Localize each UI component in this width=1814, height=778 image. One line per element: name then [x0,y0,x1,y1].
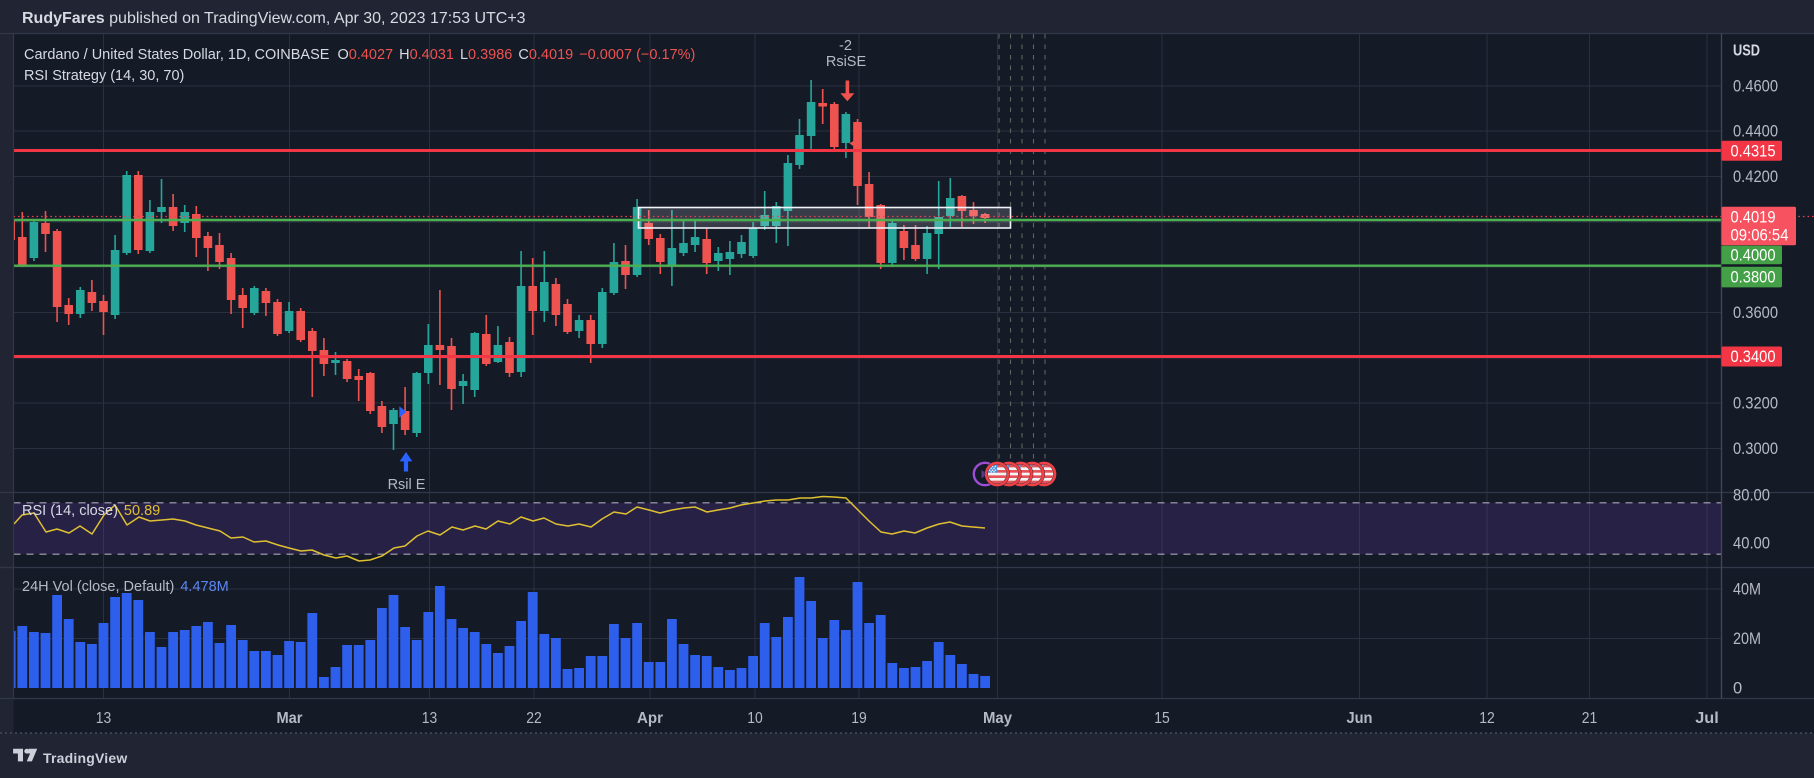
svg-text:09:06:54: 09:06:54 [1731,226,1789,244]
svg-text:USD: USD [1733,43,1760,60]
svg-text:13: 13 [422,710,438,727]
svg-text:0.4315: 0.4315 [1731,142,1776,160]
svg-text:20M: 20M [1733,630,1761,648]
svg-text:Cardano / United States Dollar: Cardano / United States Dollar, 1D, COIN… [24,47,695,63]
svg-text:Rsil E: Rsil E [388,477,426,493]
svg-text:RsiSE: RsiSE [826,54,867,70]
svg-text:0.4600: 0.4600 [1733,78,1778,96]
svg-text:Jun: Jun [1347,710,1373,727]
svg-text:0.4000: 0.4000 [1731,246,1776,264]
svg-text:12: 12 [1479,710,1495,727]
svg-text:May: May [983,710,1012,727]
svg-text:RSI Strategy (14, 30, 70): RSI Strategy (14, 30, 70) [24,68,184,84]
svg-text:Apr: Apr [637,710,663,727]
svg-text:0.4200: 0.4200 [1733,168,1778,186]
svg-text:RSI (14, close) 50.89: RSI (14, close) 50.89 [22,503,160,519]
svg-text:15: 15 [1154,710,1170,727]
svg-text:80.00: 80.00 [1733,487,1770,505]
svg-text:0.3200: 0.3200 [1733,395,1778,413]
svg-text:0.3400: 0.3400 [1731,348,1776,366]
svg-text:0.3600: 0.3600 [1733,304,1778,322]
svg-text:0: 0 [1733,680,1742,698]
svg-text:-2: -2 [839,38,852,54]
svg-text:0.4019: 0.4019 [1731,208,1776,226]
svg-text:TradingView: TradingView [43,750,127,766]
svg-text:19: 19 [851,710,867,727]
svg-text:0.4400: 0.4400 [1733,123,1778,141]
svg-text:10: 10 [747,710,763,727]
svg-text:RudyFares published on Trading: RudyFares published on TradingView.com, … [22,10,526,27]
svg-text:Jul: Jul [1695,710,1719,727]
svg-text:21: 21 [1582,710,1598,727]
svg-text:22: 22 [526,710,542,727]
svg-text:0.3800: 0.3800 [1731,268,1776,286]
svg-text:24H Vol (close, Default) 4.478: 24H Vol (close, Default) 4.478M [22,579,229,595]
svg-text:0.3000: 0.3000 [1733,440,1778,458]
svg-text:Mar: Mar [277,710,303,727]
svg-text:40.00: 40.00 [1733,535,1770,553]
svg-text:13: 13 [96,710,112,727]
svg-text:40M: 40M [1733,581,1761,599]
